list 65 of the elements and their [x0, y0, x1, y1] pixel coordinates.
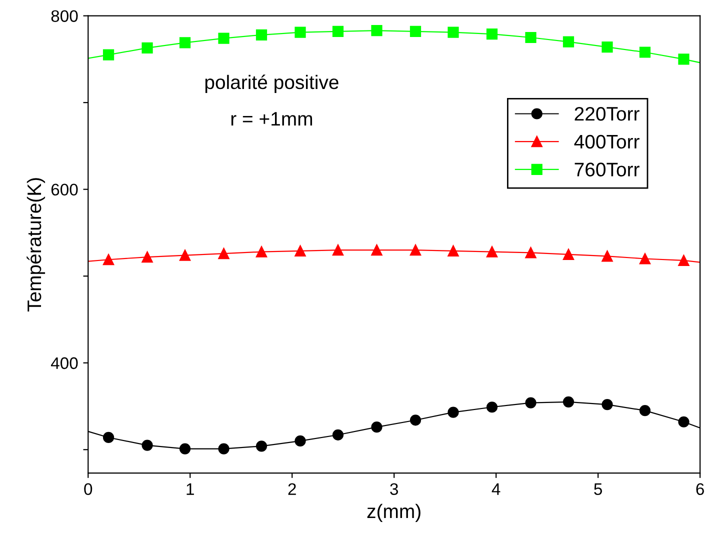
x-tick-label: 2 [288, 483, 296, 495]
point [410, 26, 422, 37]
point [102, 432, 114, 444]
annotation: polarité positive [205, 74, 338, 93]
point [448, 245, 459, 256]
point [218, 32, 230, 44]
point [602, 250, 613, 262]
x-tick-label: 3 [390, 483, 398, 496]
point [639, 253, 651, 264]
point [179, 37, 191, 48]
point [179, 443, 191, 454]
point [332, 429, 344, 440]
point [179, 250, 191, 261]
point [218, 443, 230, 454]
point [562, 396, 574, 408]
point [678, 416, 690, 428]
point [371, 25, 382, 36]
point [486, 402, 498, 413]
x-tick-label: 0 [84, 483, 92, 496]
point [410, 244, 422, 256]
point [294, 26, 306, 38]
legend-label: 760Torr [574, 162, 640, 176]
point [486, 246, 498, 258]
point [256, 440, 268, 452]
y-axis-title: Température(K) [26, 178, 46, 312]
point [294, 435, 306, 447]
point [410, 414, 422, 426]
point [371, 422, 382, 433]
point [371, 244, 382, 256]
y-tick-label: 400 [50, 357, 78, 370]
point [602, 398, 613, 410]
point [142, 440, 153, 451]
point [525, 32, 536, 44]
x-tick-label: 1 [186, 483, 194, 495]
point [218, 248, 230, 260]
point [294, 245, 306, 256]
legend-label: 220Torr [574, 106, 640, 121]
x-tick-label: 5 [594, 483, 602, 496]
point [562, 248, 574, 260]
legend-label: 400Torr [574, 134, 640, 149]
point [678, 54, 690, 65]
point [602, 41, 613, 53]
point [256, 29, 268, 40]
point [678, 254, 690, 266]
point [448, 406, 459, 418]
point [142, 42, 153, 54]
annotation: r = +1mm [231, 112, 312, 126]
x-tick-label: 4 [492, 483, 500, 495]
y-tick-label: 600 [51, 184, 78, 196]
point [639, 46, 651, 58]
point [102, 49, 114, 60]
point [102, 254, 114, 266]
point [332, 26, 344, 37]
y-tick-label: 800 [51, 10, 78, 22]
point [562, 36, 574, 48]
x-tick-label: 6 [696, 483, 704, 496]
point [525, 397, 536, 408]
point [142, 251, 153, 263]
point [332, 244, 344, 256]
point [448, 26, 459, 38]
point [486, 28, 498, 40]
x-axis-title: z(mm) [367, 504, 420, 522]
point [639, 405, 651, 416]
point [256, 246, 268, 258]
point [525, 247, 536, 258]
